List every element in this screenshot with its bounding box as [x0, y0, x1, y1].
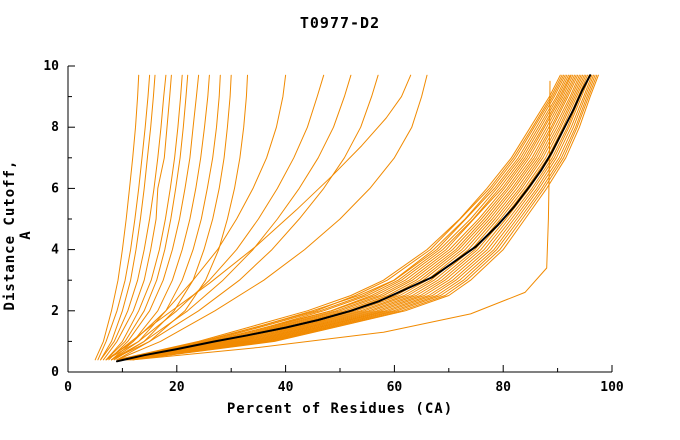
- x-axis-label: Percent of Residues (CA): [226, 401, 454, 417]
- model-curves: [111, 74, 210, 361]
- y-tick-label: 6: [51, 181, 59, 196]
- model-curves: [129, 74, 590, 361]
- x-tick-label: 100: [600, 380, 624, 395]
- model-curves: [121, 74, 572, 361]
- model-curves: [126, 74, 585, 361]
- model-curves: [130, 74, 593, 361]
- model-curves: [111, 74, 412, 358]
- model-curves: [119, 74, 569, 361]
- x-tick-label: 80: [495, 380, 511, 395]
- model-curves: [131, 74, 596, 361]
- model-curves: [117, 74, 565, 361]
- model-curves: [105, 74, 183, 361]
- model-curves: [102, 74, 172, 361]
- highlighted-curve: [116, 74, 592, 363]
- model-curves: [116, 74, 428, 361]
- model-curves: [132, 80, 551, 361]
- y-tick-label: 2: [51, 304, 59, 319]
- y-tick-label: 0: [51, 365, 59, 380]
- model-curves: [121, 74, 574, 361]
- x-tick-label: 40: [278, 380, 294, 395]
- model-curves: [100, 74, 156, 361]
- y-tick-label: 10: [43, 59, 59, 74]
- model-curves: [97, 74, 151, 361]
- x-tick-label: 0: [64, 380, 72, 395]
- model-curves: [113, 74, 232, 361]
- y-tick-label: 8: [51, 120, 59, 135]
- x-tick-label: 20: [169, 380, 185, 395]
- model-curves: [124, 74, 580, 361]
- model-curves: [120, 74, 571, 361]
- model-curves: [132, 74, 598, 361]
- model-curves: [105, 74, 287, 361]
- model-curves: [94, 74, 140, 361]
- model-curves: [127, 74, 587, 361]
- chart-title: T0977-D2: [299, 14, 381, 32]
- model-curves: [111, 74, 352, 361]
- model-curves: [130, 74, 594, 361]
- model-curves: [129, 74, 591, 361]
- x-tick-label: 60: [387, 380, 403, 395]
- model-curves: [105, 74, 325, 361]
- model-curves: [118, 74, 566, 361]
- model-curves: [100, 74, 167, 361]
- model-curves: [132, 74, 599, 361]
- model-curves: [116, 74, 561, 361]
- model-curves: [122, 74, 575, 361]
- model-curves: [111, 74, 221, 361]
- model-curves: [108, 74, 200, 361]
- model-curves: [111, 74, 379, 361]
- model-curves: [125, 74, 582, 361]
- model-curves: [105, 74, 189, 361]
- y-tick-label: 4: [51, 243, 59, 258]
